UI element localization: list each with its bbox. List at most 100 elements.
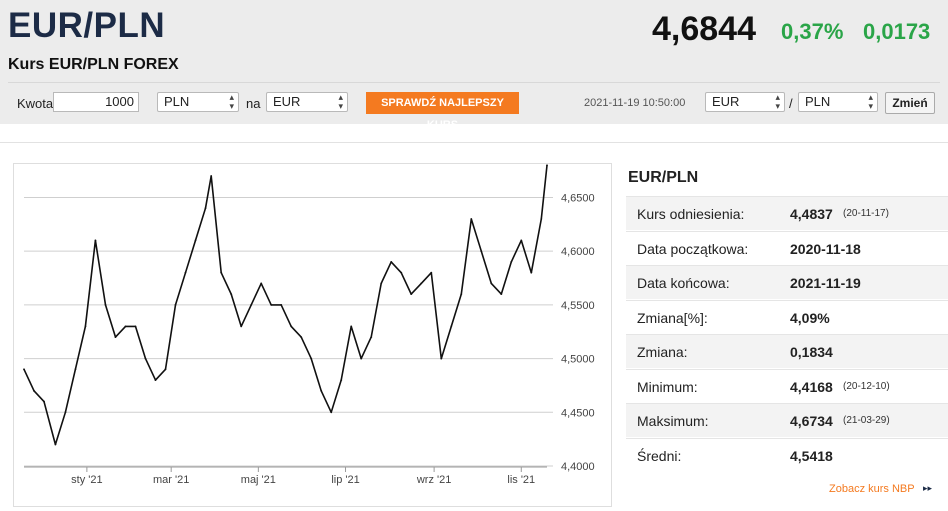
price-point — [43, 400, 45, 403]
stat-row: Średni: 4,5418 — [626, 437, 948, 472]
stat-row: Kurs odniesienia: 4,4837 (20-11-17) — [626, 196, 948, 230]
stat-label: Minimum: — [637, 378, 698, 395]
change-percent: 0,37% — [781, 19, 844, 44]
stat-value: 2020-11-18 — [790, 240, 861, 257]
price-point — [210, 175, 213, 177]
pair-to-select[interactable]: PLN ▴ ▾ — [798, 92, 878, 112]
x-tick-label: lis '21 — [507, 474, 535, 486]
price-point — [33, 389, 35, 392]
y-tick-label: 4,6500 — [561, 192, 595, 204]
chart-panel: 4,6500 4,6000 4,5500 4,5000 4,4500 4,4000 sty … — [13, 163, 612, 507]
pair-title: EUR/PLN — [8, 6, 166, 45]
stat-label: Data końcowa: — [637, 275, 730, 291]
price-point — [74, 368, 77, 371]
stat-date: (20-11-17) — [843, 208, 889, 219]
from-currency-select[interactable]: PLN ▴ ▾ — [157, 92, 239, 112]
select-arrows-icon: ▴ ▾ — [338, 92, 343, 111]
price-point — [270, 303, 273, 306]
nbp-rate-link[interactable]: Zobacz kurs NBP — [829, 483, 915, 495]
select-arrows-icon: ▴ ▾ — [229, 92, 234, 111]
x-tick-label: wrz '21 — [416, 474, 452, 486]
y-tick-label: 4,6000 — [561, 246, 595, 258]
price-point — [164, 368, 167, 371]
price-point — [440, 357, 443, 360]
stat-label: Średni: — [637, 447, 682, 464]
stat-label: Maksimum: — [637, 413, 709, 429]
to-label: na — [246, 96, 261, 111]
price-point — [520, 239, 523, 242]
stat-row: Minimum: 4,4168 (20-12-10) — [626, 368, 948, 403]
price-point — [390, 261, 393, 263]
price-point — [154, 379, 157, 381]
price-point — [250, 303, 253, 306]
change-pair-button[interactable]: Zmień — [885, 92, 935, 114]
price-point — [124, 325, 127, 328]
from-currency-value: PLN — [164, 94, 190, 109]
stat-value: 4,6734 — [790, 413, 833, 429]
price-point — [360, 357, 363, 360]
price-point — [546, 164, 548, 167]
stat-value: 0,1834 — [790, 344, 833, 360]
stat-date: (20-12-10) — [843, 380, 890, 392]
price-point — [134, 325, 137, 328]
stat-value: 4,4837 — [790, 206, 833, 222]
price-point — [510, 261, 513, 263]
y-tick-label: 4,5000 — [561, 354, 595, 366]
price-point — [470, 218, 473, 220]
header-divider — [8, 82, 940, 83]
price-point — [410, 293, 413, 296]
price-point — [144, 357, 147, 360]
price-point — [64, 411, 67, 414]
y-tick-label: 4,4000 — [561, 461, 595, 473]
y-tick-label: 4,5500 — [561, 300, 595, 312]
pair-separator: / — [789, 96, 793, 111]
x-tick-label: mar '21 — [153, 474, 189, 486]
x-tick-label: lip '21 — [331, 474, 359, 486]
price-point — [240, 325, 243, 328]
price-point — [290, 325, 293, 328]
price-point — [174, 303, 177, 306]
to-currency-value: EUR — [273, 94, 301, 109]
price-point — [460, 293, 463, 296]
best-rate-button[interactable]: SPRAWDŹ NAJLEPSZY KURS — [366, 92, 519, 131]
price-point — [480, 250, 483, 253]
stat-row: Zmiana[%]: 4,09% — [626, 299, 948, 334]
price-point — [490, 282, 493, 285]
stat-label: Zmiana: — [637, 344, 688, 360]
amount-label: Kwota — [17, 96, 54, 111]
page-subtitle: Kurs EUR/PLN FOREX — [8, 56, 179, 73]
change-absolute: 0,0173 — [863, 19, 931, 44]
price-point — [420, 282, 423, 285]
price-point — [500, 293, 503, 296]
price-point — [330, 411, 333, 414]
current-price: 4,6844 — [652, 10, 756, 48]
stat-row: Zmiana: 0,1834 — [626, 334, 948, 368]
pair-to-value: PLN — [805, 94, 831, 109]
price-point — [530, 271, 533, 274]
price-point — [114, 336, 117, 339]
price-point — [350, 325, 353, 328]
price-point — [340, 379, 343, 381]
stat-row: Data końcowa: 2021-11-19 — [626, 265, 948, 299]
price-point — [320, 389, 323, 392]
price-point — [430, 271, 433, 274]
amount-input[interactable]: 1000 — [53, 92, 139, 112]
price-point — [260, 282, 263, 285]
to-currency-select[interactable]: EUR ▴ ▾ — [266, 92, 348, 112]
x-tick-label: sty '21 — [71, 474, 102, 486]
stat-row: Maksimum: 4,6734 (21-03-29) — [626, 403, 948, 437]
price-point — [104, 303, 107, 306]
pair-from-select[interactable]: EUR ▴ ▾ — [705, 92, 785, 112]
price-point — [184, 271, 187, 274]
price-point — [94, 239, 97, 242]
price-point — [450, 325, 453, 328]
stats-title: EUR/PLN — [628, 169, 699, 186]
stat-label: Data początkowa: — [637, 240, 749, 257]
price-point — [204, 207, 207, 210]
price-series-line — [23, 165, 548, 446]
price-point — [370, 336, 373, 339]
price-point — [194, 239, 197, 242]
price-point — [23, 368, 25, 371]
select-arrows-icon: ▴ ▾ — [868, 92, 873, 111]
stat-value: 2021-11-19 — [790, 275, 861, 291]
